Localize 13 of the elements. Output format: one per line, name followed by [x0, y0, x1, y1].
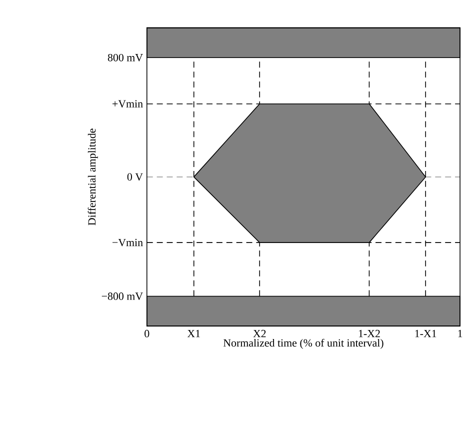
y-tick-label: 0 V	[127, 173, 143, 181]
y-tick-label: +Vmin	[112, 100, 143, 108]
x-tick-label: 1-X2	[358, 330, 380, 338]
y-tick-label: −Vmin	[112, 239, 143, 247]
y-axis-title: Differential amplitude	[88, 128, 98, 226]
x-axis-title: Normalized time (% of unit interval)	[223, 339, 384, 350]
x-tick-label: X2	[253, 330, 266, 338]
x-tick-label: 1	[458, 330, 462, 338]
x-tick-label: 1-X1	[415, 330, 436, 338]
y-tick-label: −800 mV	[102, 292, 143, 300]
x-tick-label: X1	[187, 330, 200, 338]
y-tick-label: 800 mV	[108, 54, 143, 62]
x-tick-label: 0	[144, 330, 150, 338]
